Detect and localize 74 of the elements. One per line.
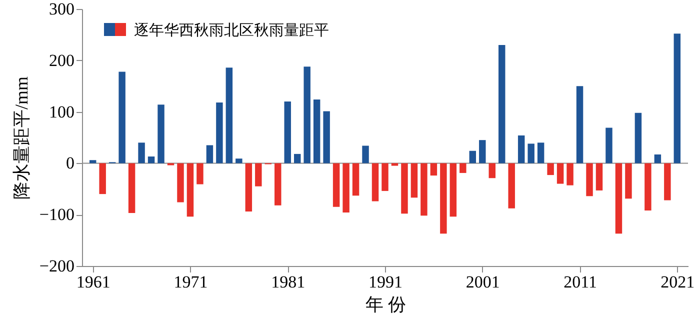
bar <box>615 163 622 234</box>
bar <box>508 163 515 208</box>
bar <box>479 140 486 164</box>
y-tick-label: 300 <box>49 0 74 18</box>
bar <box>362 146 369 164</box>
x-tick-label: 2021 <box>660 272 695 292</box>
y-tick-label: −100 <box>39 205 74 224</box>
bar <box>186 163 194 217</box>
x-tick-label: 1981 <box>271 272 306 292</box>
bar <box>518 135 525 164</box>
bar <box>401 163 408 214</box>
y-axis-title: 降水量距平/mm <box>11 76 32 200</box>
bar <box>342 163 350 213</box>
bar <box>352 163 360 196</box>
y-tick-label: 100 <box>49 102 74 122</box>
bar <box>664 163 671 200</box>
bar <box>606 128 612 164</box>
bar <box>138 142 145 164</box>
bar <box>236 158 242 164</box>
bar <box>469 150 476 164</box>
bar <box>128 163 136 214</box>
bar <box>674 34 681 164</box>
bar <box>216 102 223 164</box>
bar <box>460 163 466 173</box>
bar <box>294 154 301 164</box>
bar <box>625 163 632 199</box>
bar <box>450 163 457 217</box>
bar <box>556 163 564 184</box>
x-tick-label: 1991 <box>368 272 402 292</box>
x-tick-label: 1971 <box>174 272 208 292</box>
bar <box>255 163 262 186</box>
bar <box>596 163 603 190</box>
x-tick-label: 2001 <box>466 272 500 292</box>
bar <box>566 163 574 186</box>
bar <box>440 163 447 234</box>
bar <box>420 163 428 216</box>
bar <box>410 163 418 198</box>
bar <box>206 145 214 164</box>
bar <box>634 112 642 164</box>
bar <box>644 163 652 210</box>
bar <box>528 144 534 164</box>
bar <box>654 154 662 164</box>
bar <box>99 163 106 194</box>
bar <box>498 44 506 164</box>
bar <box>547 163 554 176</box>
y-tick-label: −200 <box>39 256 74 276</box>
y-tick-label: 0 <box>66 154 74 173</box>
bar <box>332 163 340 207</box>
bar <box>274 163 282 206</box>
x-axis-title: 年 份 <box>365 294 406 314</box>
legend-label: 逐年华西秋雨北区秋雨量距平 <box>134 22 329 39</box>
bar <box>586 163 593 196</box>
bar <box>118 72 126 164</box>
bar <box>148 156 155 164</box>
bar <box>226 68 233 164</box>
x-tick-label: 2011 <box>564 272 597 292</box>
bar <box>430 163 438 176</box>
bar <box>313 99 320 164</box>
bar <box>245 163 252 212</box>
bar <box>488 163 496 178</box>
bar <box>158 104 164 164</box>
bar <box>284 102 291 164</box>
bar <box>323 111 330 164</box>
bar <box>382 163 388 191</box>
bar <box>177 163 184 202</box>
bar <box>196 163 204 184</box>
x-tick-label: 1961 <box>76 272 110 292</box>
bar <box>89 160 96 164</box>
bar <box>304 66 310 164</box>
y-tick-label: 200 <box>49 50 74 70</box>
bar <box>576 86 584 164</box>
bar <box>372 163 379 202</box>
bar <box>537 142 544 164</box>
bar <box>391 163 398 166</box>
